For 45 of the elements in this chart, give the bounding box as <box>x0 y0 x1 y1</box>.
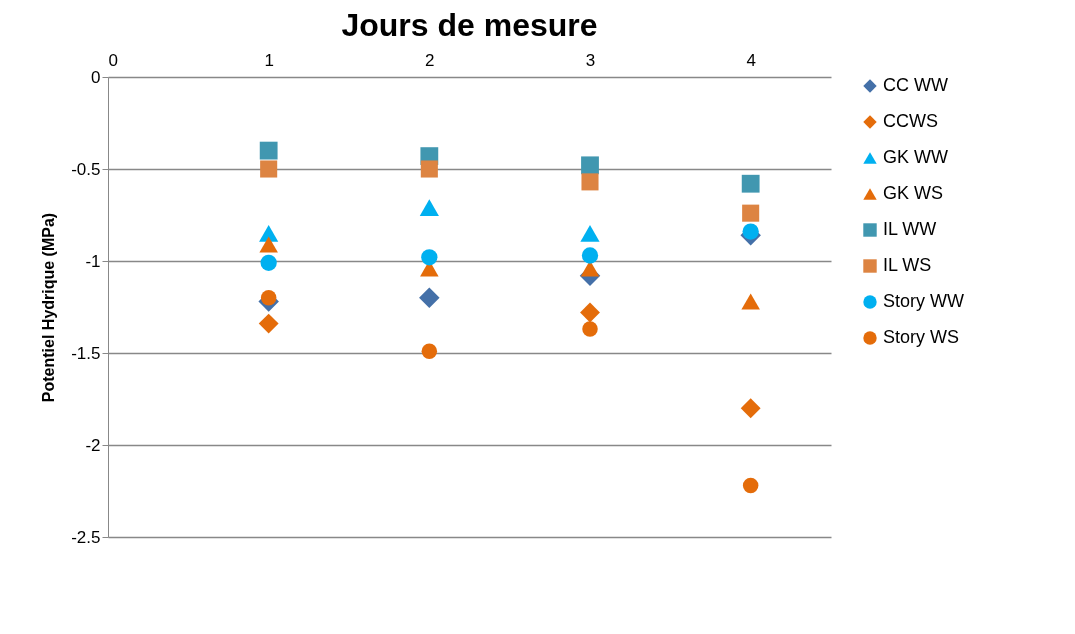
x-tick-label: 3 <box>585 50 596 70</box>
legend-label: CC WW <box>883 75 948 95</box>
y-tick-label: -1.5 <box>71 343 101 363</box>
y-tick-label: -0.5 <box>71 159 101 179</box>
point <box>742 204 760 222</box>
point <box>742 223 759 240</box>
point <box>258 313 279 334</box>
point <box>260 254 277 271</box>
point <box>259 236 278 253</box>
x-tick-label: 4 <box>746 50 756 70</box>
point <box>421 249 438 266</box>
point <box>742 477 759 494</box>
point <box>580 302 600 323</box>
y-tick-label: 0 <box>91 67 101 87</box>
x-tick-label: 0 <box>108 50 118 70</box>
legend-label: GK WS <box>883 183 944 203</box>
point <box>581 247 599 264</box>
legend-label: Story WS <box>883 327 960 347</box>
legend-label: IL WS <box>883 255 932 275</box>
point <box>581 173 599 191</box>
point <box>740 398 761 419</box>
y-tick-label: -2 <box>85 435 101 455</box>
point <box>580 260 600 277</box>
point <box>259 141 278 160</box>
point <box>741 293 760 310</box>
y-axis-title: Potentiel Hydrique (MPa) <box>40 212 58 403</box>
point <box>419 199 439 216</box>
legend-label: Story WW <box>883 291 964 311</box>
x-tick-label: 1 <box>264 50 274 70</box>
point <box>420 160 438 178</box>
point <box>581 156 599 175</box>
x-tick-label: 2 <box>425 50 435 70</box>
point <box>419 287 440 309</box>
legend-label: IL WW <box>883 219 937 239</box>
point <box>260 160 278 178</box>
point <box>741 174 760 193</box>
point <box>421 343 438 359</box>
point <box>260 290 277 306</box>
point <box>582 321 598 337</box>
chart-title: Jours de mesure <box>341 7 598 43</box>
y-tick-label: -2.5 <box>71 527 101 547</box>
legend-label: CCWS <box>883 111 938 131</box>
legend-label: GK WW <box>883 147 948 167</box>
y-tick-label: -1 <box>85 251 101 271</box>
point <box>580 225 600 242</box>
